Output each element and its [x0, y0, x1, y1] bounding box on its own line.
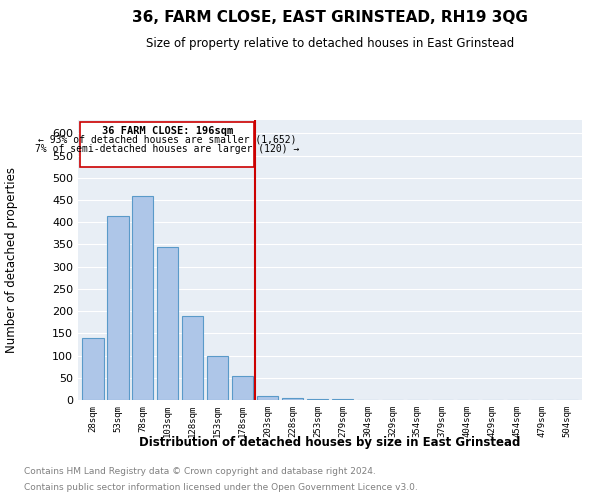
Text: 36 FARM CLOSE: 196sqm: 36 FARM CLOSE: 196sqm [101, 126, 233, 136]
Text: 36, FARM CLOSE, EAST GRINSTEAD, RH19 3QG: 36, FARM CLOSE, EAST GRINSTEAD, RH19 3QG [132, 10, 528, 25]
Bar [82, 338, 104, 400]
Text: Number of detached properties: Number of detached properties [5, 167, 19, 353]
Bar [232, 376, 253, 400]
Bar [157, 246, 178, 400]
Bar [107, 216, 128, 400]
Bar [132, 196, 154, 400]
Text: Size of property relative to detached houses in East Grinstead: Size of property relative to detached ho… [146, 38, 514, 51]
Bar [282, 398, 303, 400]
Bar [307, 398, 328, 400]
Text: Distribution of detached houses by size in East Grinstead: Distribution of detached houses by size … [139, 436, 521, 449]
Bar [257, 396, 278, 400]
Text: Contains public sector information licensed under the Open Government Licence v3: Contains public sector information licen… [24, 482, 418, 492]
Bar [207, 356, 229, 400]
Text: 7% of semi-detached houses are larger (120) →: 7% of semi-detached houses are larger (1… [35, 144, 299, 154]
FancyBboxPatch shape [80, 122, 254, 166]
Bar [332, 399, 353, 400]
Text: Contains HM Land Registry data © Crown copyright and database right 2024.: Contains HM Land Registry data © Crown c… [24, 468, 376, 476]
Bar [182, 316, 203, 400]
Text: ← 93% of detached houses are smaller (1,652): ← 93% of detached houses are smaller (1,… [38, 134, 296, 144]
